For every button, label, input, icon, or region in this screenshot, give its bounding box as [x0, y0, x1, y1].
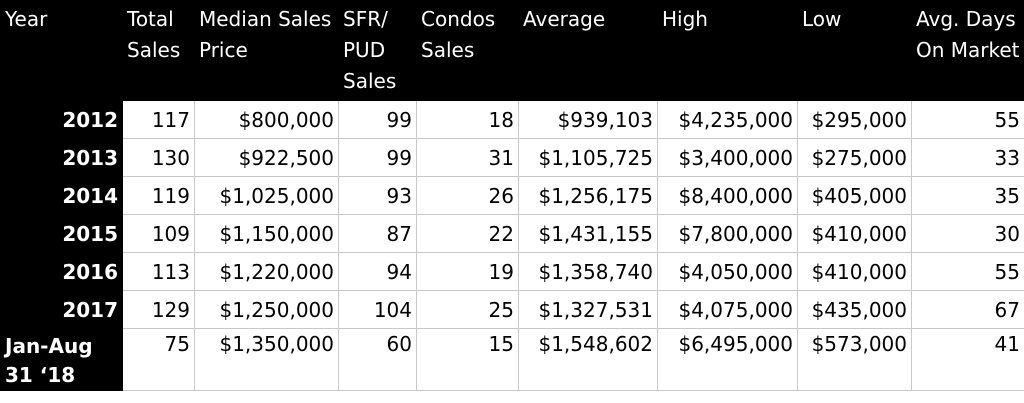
cell-average: $1,548,602: [518, 328, 658, 391]
table-row: 2014 119 $1,025,000 93 26 $1,256,175 $8,400,00…: [0, 176, 1024, 215]
table-row: Jan-Aug 31 ‘18 75 $1,350,000 60 15 $1,548,602…: [0, 328, 1024, 391]
cell-average: $1,327,531: [518, 290, 658, 329]
cell-median-sales-price: $922,500: [194, 138, 339, 177]
cell-avg-days-on-market: 30: [911, 214, 1024, 253]
cell-low: $435,000: [797, 290, 912, 329]
cell-total-sales: 129: [122, 290, 195, 329]
cell-condos-sales: 26: [416, 176, 519, 215]
cell-average: $1,431,155: [518, 214, 658, 253]
cell-low: $410,000: [797, 252, 912, 291]
cell-low: $405,000: [797, 176, 912, 215]
cell-sfr-pud-sales: 87: [338, 214, 417, 253]
real-estate-sales-table: Year Total Sales Median Sales Price SFR/…: [0, 0, 1024, 391]
cell-median-sales-price: $1,250,000: [194, 290, 339, 329]
cell-sfr-pud-sales: 104: [338, 290, 417, 329]
cell-avg-days-on-market: 55: [911, 252, 1024, 291]
cell-year: 2016: [0, 252, 123, 291]
cell-high: $6,495,000: [657, 328, 798, 391]
header-high: High: [657, 0, 798, 101]
cell-total-sales: 75: [122, 328, 195, 391]
cell-low: $410,000: [797, 214, 912, 253]
header-condos-sales: Condos Sales: [416, 0, 519, 101]
header-median-sales-price: Median Sales Price: [194, 0, 339, 101]
cell-avg-days-on-market: 33: [911, 138, 1024, 177]
cell-condos-sales: 18: [416, 100, 519, 139]
cell-high: $7,800,000: [657, 214, 798, 253]
cell-condos-sales: 22: [416, 214, 519, 253]
cell-median-sales-price: $1,220,000: [194, 252, 339, 291]
table-row: 2015 109 $1,150,000 87 22 $1,431,155 $7,800,00…: [0, 214, 1024, 253]
cell-sfr-pud-sales: 99: [338, 138, 417, 177]
table-row: 2012 117 $800,000 99 18 $939,103 $4,235,000 $29…: [0, 100, 1024, 139]
cell-total-sales: 113: [122, 252, 195, 291]
cell-average: $1,256,175: [518, 176, 658, 215]
cell-median-sales-price: $1,150,000: [194, 214, 339, 253]
header-low: Low: [797, 0, 912, 101]
cell-total-sales: 119: [122, 176, 195, 215]
cell-avg-days-on-market: 41: [911, 328, 1024, 391]
cell-year: 2017: [0, 290, 123, 329]
cell-median-sales-price: $1,350,000: [194, 328, 339, 391]
cell-condos-sales: 25: [416, 290, 519, 329]
cell-total-sales: 130: [122, 138, 195, 177]
cell-year: 2014: [0, 176, 123, 215]
header-row: Year Total Sales Median Sales Price SFR/…: [0, 0, 1024, 101]
cell-sfr-pud-sales: 93: [338, 176, 417, 215]
cell-high: $3,400,000: [657, 138, 798, 177]
cell-average: $1,358,740: [518, 252, 658, 291]
cell-median-sales-price: $800,000: [194, 100, 339, 139]
cell-sfr-pud-sales: 94: [338, 252, 417, 291]
table-body: 2012 117 $800,000 99 18 $939,103 $4,235,000 $29…: [0, 100, 1024, 391]
cell-condos-sales: 31: [416, 138, 519, 177]
cell-average: $1,105,725: [518, 138, 658, 177]
cell-high: $4,050,000: [657, 252, 798, 291]
header-avg-days-on-market: Avg. Days On Market: [911, 0, 1024, 101]
header-average: Average: [518, 0, 658, 101]
table-row: 2016 113 $1,220,000 94 19 $1,358,740 $4,050,00…: [0, 252, 1024, 291]
cell-high: $4,075,000: [657, 290, 798, 329]
table-row: 2017 129 $1,250,000 104 25 $1,327,531 $4,075,0…: [0, 290, 1024, 329]
cell-average: $939,103: [518, 100, 658, 139]
cell-low: $295,000: [797, 100, 912, 139]
cell-year: 2015: [0, 214, 123, 253]
cell-median-sales-price: $1,025,000: [194, 176, 339, 215]
cell-high: $4,235,000: [657, 100, 798, 139]
cell-condos-sales: 19: [416, 252, 519, 291]
cell-high: $8,400,000: [657, 176, 798, 215]
cell-sfr-pud-sales: 99: [338, 100, 417, 139]
cell-sfr-pud-sales: 60: [338, 328, 417, 391]
header-total-sales: Total Sales: [122, 0, 195, 101]
cell-condos-sales: 15: [416, 328, 519, 391]
table-row: 2013 130 $922,500 99 31 $1,105,725 $3,400,000 $…: [0, 138, 1024, 177]
header-sfr-pud-sales: SFR/ PUD Sales: [338, 0, 417, 101]
cell-year: 2013: [0, 138, 123, 177]
cell-low: $275,000: [797, 138, 912, 177]
cell-year: Jan-Aug 31 ‘18: [0, 328, 123, 391]
header-year: Year: [0, 0, 123, 101]
cell-avg-days-on-market: 35: [911, 176, 1024, 215]
cell-low: $573,000: [797, 328, 912, 391]
cell-avg-days-on-market: 55: [911, 100, 1024, 139]
cell-total-sales: 109: [122, 214, 195, 253]
cell-avg-days-on-market: 67: [911, 290, 1024, 329]
cell-year: 2012: [0, 100, 123, 139]
cell-total-sales: 117: [122, 100, 195, 139]
